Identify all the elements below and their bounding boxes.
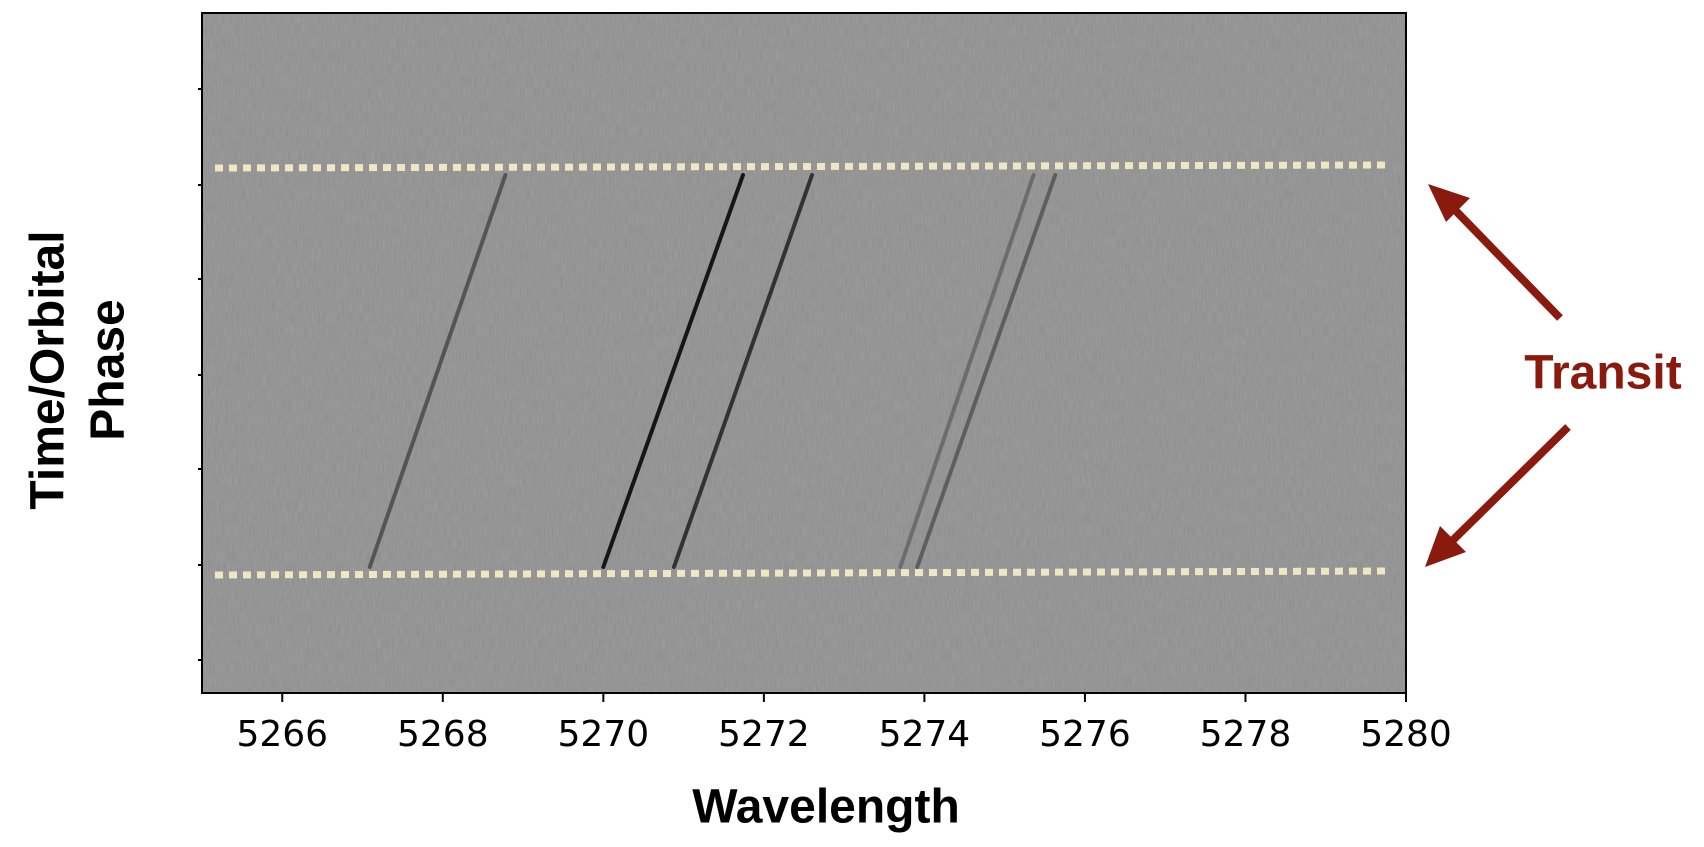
transit-start-line xyxy=(214,161,1392,172)
x-tick-label: 5274 xyxy=(879,714,971,755)
x-tick-label: 5270 xyxy=(558,714,650,755)
absorption-trail xyxy=(898,173,1036,569)
x-tick-label: 5272 xyxy=(718,714,810,755)
absorption-trail xyxy=(367,173,508,569)
absorption-trail xyxy=(671,173,815,569)
y-axis-label: Phase xyxy=(82,299,135,440)
x-tick-label: 5268 xyxy=(397,714,489,755)
noise xyxy=(202,13,1406,693)
annotation: Transit xyxy=(1524,347,1681,400)
transit-end-line xyxy=(214,567,1392,579)
plot-frame xyxy=(201,12,1407,694)
x-tick-label: 5276 xyxy=(1039,714,1131,755)
absorption-trail xyxy=(601,173,745,569)
x-tick-label: 5280 xyxy=(1360,714,1452,755)
absorption-trail xyxy=(915,173,1058,569)
y-axis-label: Time/Orbital xyxy=(22,230,75,509)
x-tick-label: 5278 xyxy=(1200,714,1292,755)
x-tick-label: 5266 xyxy=(236,714,328,755)
transit-arrows xyxy=(1425,184,1571,567)
arrow-head xyxy=(1425,526,1466,567)
arrow-head xyxy=(1428,184,1470,222)
y-minor-ticks xyxy=(198,88,202,661)
x-axis-label: Wavelength xyxy=(692,781,960,834)
